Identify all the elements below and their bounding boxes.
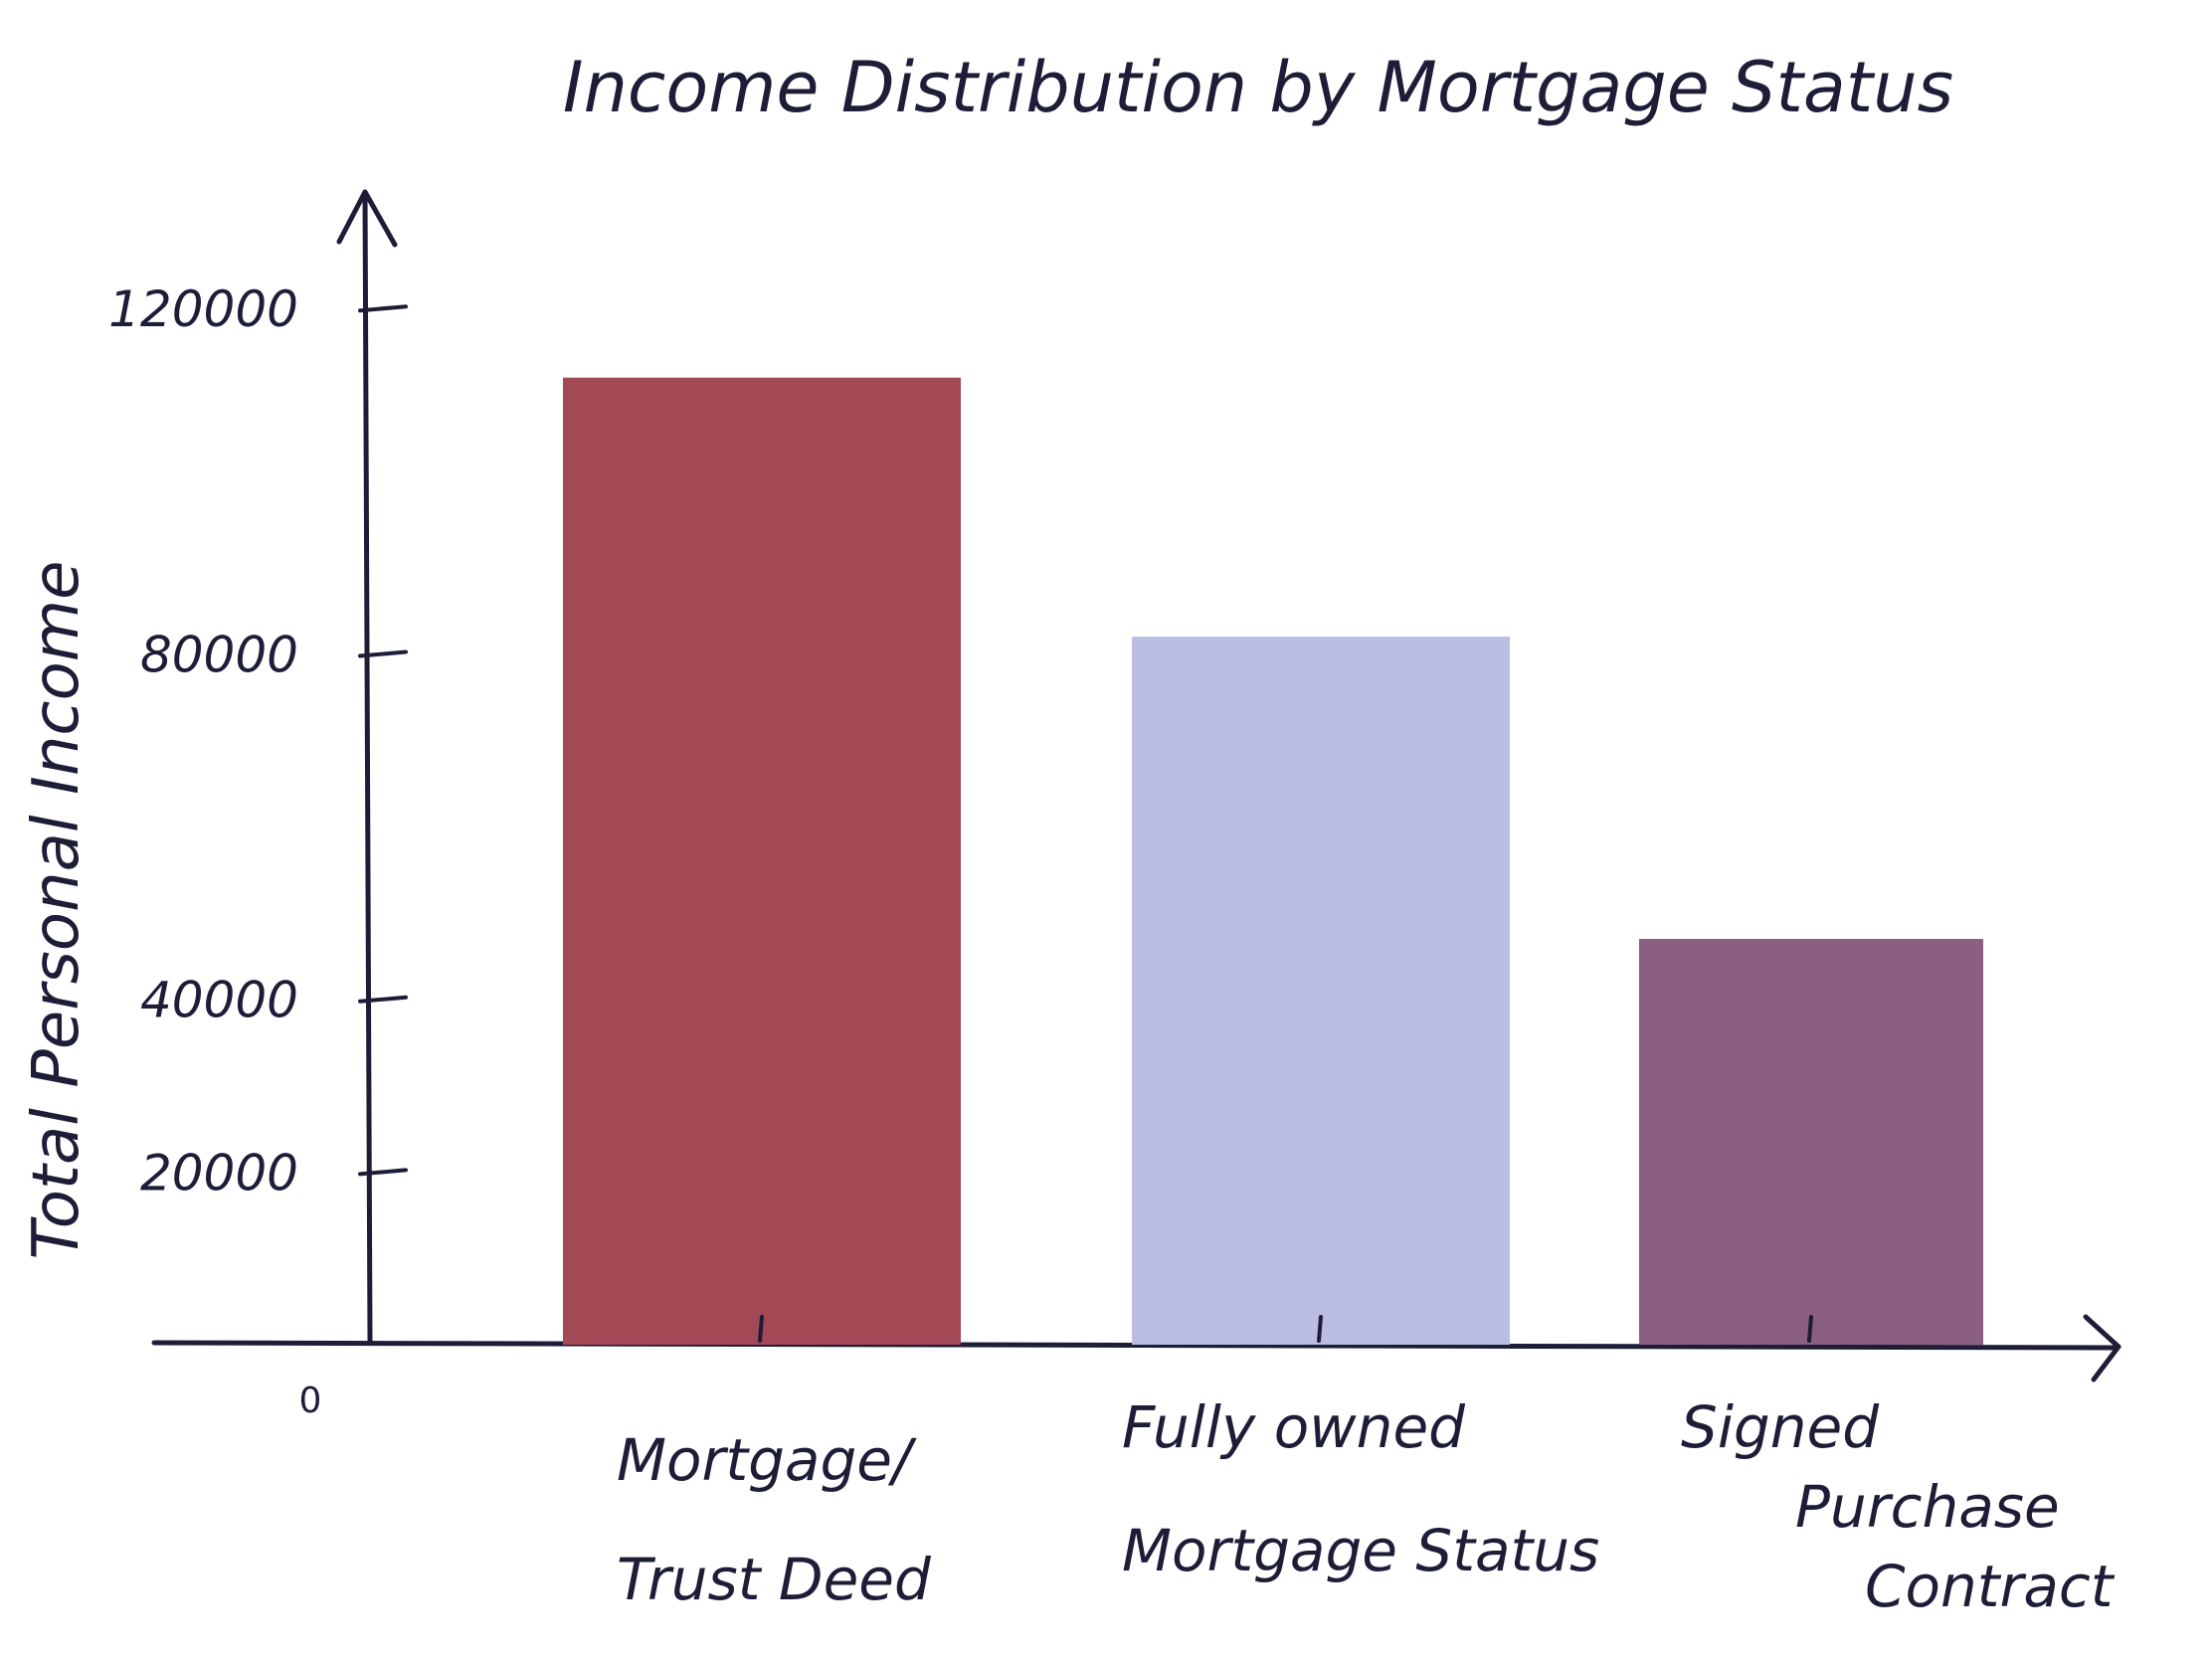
y-tick-label-4: 120000 (108, 280, 298, 338)
bar-3 (1639, 938, 1983, 1345)
x-tick-1 (758, 1315, 764, 1343)
y-tick-1 (358, 1168, 408, 1177)
y-axis-line (362, 189, 373, 1346)
x-axis-line (151, 1340, 2118, 1351)
bar-2 (1132, 637, 1510, 1345)
x-tick-3 (1807, 1315, 1813, 1343)
x-tick-label-1: Mortgage/Trust Deed (617, 1426, 932, 1613)
y-tick-label-2: 40000 (140, 972, 298, 1029)
y-tick-2 (358, 995, 408, 1004)
y-tick-3 (358, 649, 408, 658)
y-tick-label-3: 80000 (140, 626, 298, 683)
y-tick-4 (358, 304, 408, 313)
x-tick-label-2: Fully owned Mortgage Status (1122, 1393, 1599, 1584)
chart-title: Income Distribution by Mortgage Status (563, 47, 1953, 128)
x-tick-2 (1317, 1315, 1323, 1343)
y-axis-label: Total Personal Income (20, 561, 93, 1260)
y-zero-label: 0 (299, 1381, 322, 1421)
x-tick-label-3: Signed Purchase Contract (1681, 1393, 2116, 1620)
x-axis-arrow (2083, 1314, 2121, 1382)
bar-1 (563, 377, 961, 1345)
y-axis-arrow (336, 189, 398, 248)
y-tick-label-1: 20000 (140, 1144, 298, 1201)
